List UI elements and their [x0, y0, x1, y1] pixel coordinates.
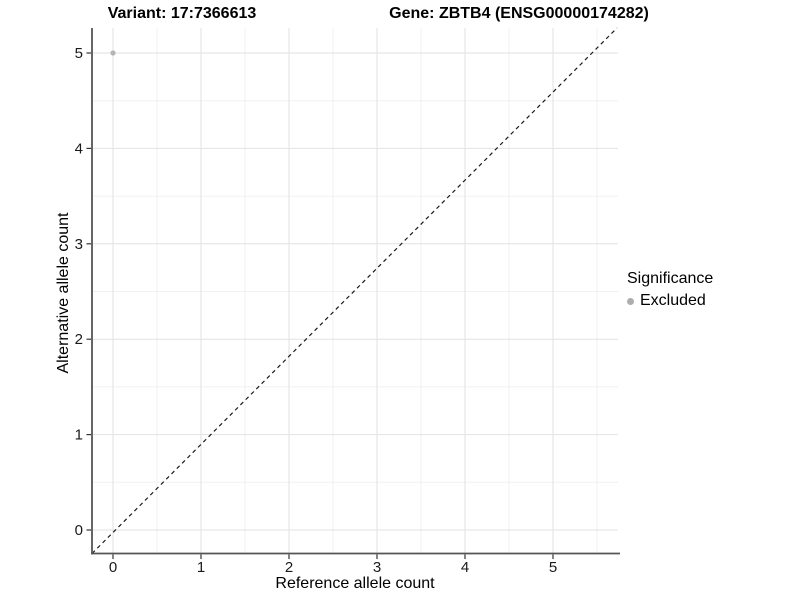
x-tick-label: 0	[109, 559, 117, 576]
y-tick-label: 5	[75, 45, 83, 62]
gene-title: Gene: ZBTB4 (ENSG00000174282)	[389, 5, 649, 22]
y-tick-label: 3	[75, 236, 83, 253]
y-tick-label: 2	[75, 331, 83, 348]
y-tick-label: 4	[75, 140, 83, 157]
x-tick-label: 1	[197, 559, 205, 576]
legend-item-excluded: Excluded	[627, 292, 713, 310]
x-tick-label: 2	[285, 559, 293, 576]
variant-title: Variant: 17:7366613	[107, 5, 257, 22]
identity-dashed-line	[91, 27, 618, 554]
legend: Significance Excluded	[627, 270, 713, 310]
legend-title: Significance	[627, 270, 714, 287]
x-tick-label: 5	[549, 559, 557, 576]
y-tick-label: 1	[75, 427, 83, 444]
legend-point-icon	[627, 297, 634, 305]
x-tick-label: 4	[461, 559, 469, 576]
x-axis-title: Reference allele count	[275, 575, 435, 592]
y-axis-title: Alternative allele count	[55, 212, 72, 374]
y-tick-label: 0	[75, 522, 83, 539]
legend-item-label: Excluded	[640, 292, 706, 309]
data-point	[110, 50, 116, 56]
x-tick-label: 3	[373, 559, 381, 576]
